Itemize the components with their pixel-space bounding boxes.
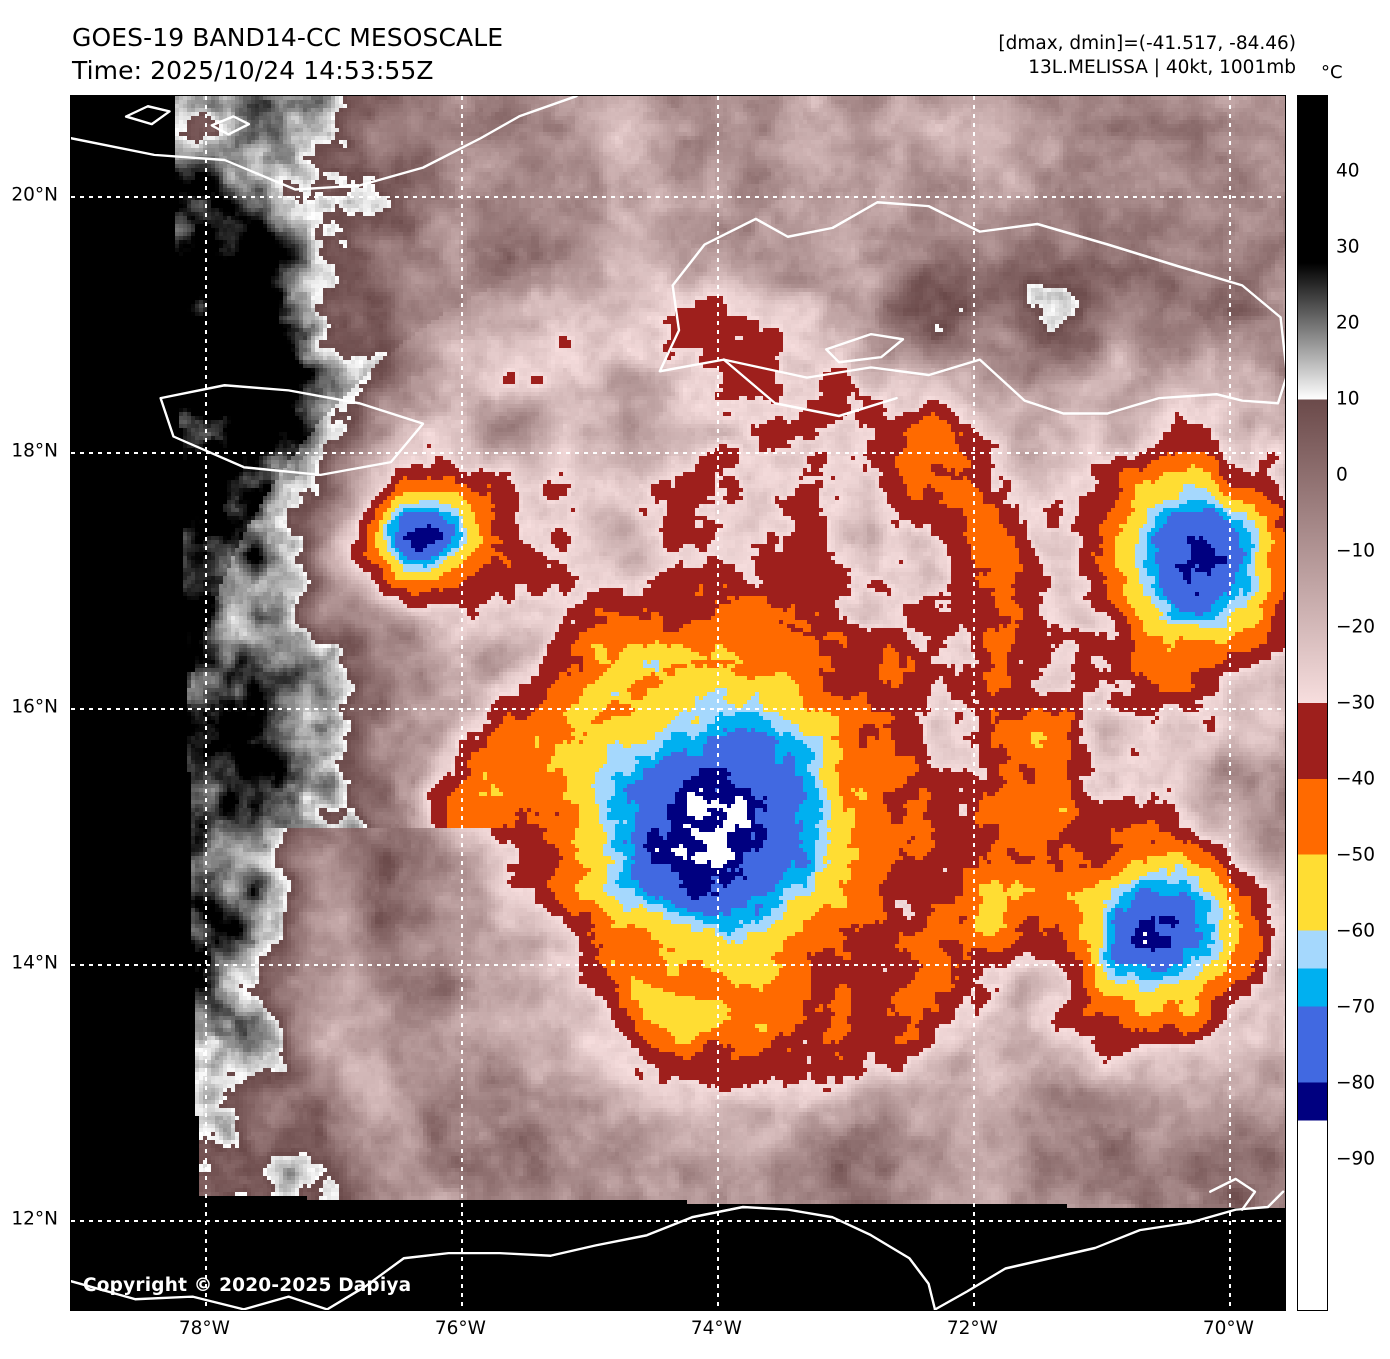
x-tick-label-0: 78°W	[178, 1318, 230, 1339]
timestamp-label: Time: 2025/10/24 14:53:55Z	[72, 55, 434, 85]
colorbar-tick-11: −70	[1336, 996, 1376, 1018]
temperature-colorbar[interactable]	[1297, 95, 1328, 1311]
y-tick-label-4: 12°N	[11, 1208, 58, 1230]
x-tick-label-1: 76°W	[434, 1318, 486, 1339]
y-tick-label-0: 20°N	[11, 184, 58, 206]
copyright-label: Copyright © 2020-2025 Dapiya	[83, 1275, 412, 1296]
colorbar-tick-3: 10	[1336, 388, 1360, 410]
page-title: GOES-19 BAND14-CC MESOSCALE	[72, 23, 504, 52]
colorbar-tick-0: 40	[1336, 160, 1360, 182]
colorbar-tick-8: −40	[1336, 768, 1376, 790]
header-metadata-block: [dmax, dmin]=(-41.517, -84.46) 13L.MELIS…	[998, 32, 1296, 81]
header-title-block: GOES-19 BAND14-CC MESOSCALE Time: 2025/1…	[72, 22, 503, 87]
x-tick-label-4: 70°W	[1202, 1318, 1254, 1339]
colorbar-tick-4: 0	[1336, 464, 1348, 486]
colorbar-gradient	[1298, 96, 1327, 1310]
coastline-overlay	[71, 96, 1285, 1310]
colorbar-tick-5: −10	[1336, 540, 1376, 562]
y-tick-label-2: 16°N	[11, 696, 58, 718]
colorbar-tick-6: −20	[1336, 616, 1376, 638]
colorbar-tick-9: −50	[1336, 844, 1376, 866]
satellite-image-plot[interactable]: Copyright © 2020-2025 Dapiya	[70, 95, 1286, 1311]
y-tick-label-3: 14°N	[11, 952, 58, 974]
colorbar-tick-13: −90	[1336, 1148, 1376, 1170]
x-tick-label-2: 74°W	[690, 1318, 742, 1339]
colorbar-tick-12: −80	[1336, 1072, 1376, 1094]
colorbar-unit-label: °C	[1321, 62, 1343, 83]
storm-info-label: 13L.MELISSA | 40kt, 1001mb	[1028, 57, 1296, 79]
data-minmax-label: [dmax, dmin]=(-41.517, -84.46)	[998, 33, 1296, 54]
satellite-imagery-layer	[71, 96, 1285, 1310]
colorbar-tick-2: 20	[1336, 312, 1360, 334]
colorbar-tick-1: 30	[1336, 236, 1360, 258]
x-tick-label-3: 72°W	[946, 1318, 998, 1339]
colorbar-tick-7: −30	[1336, 692, 1376, 714]
colorbar-tick-10: −60	[1336, 920, 1376, 942]
y-tick-label-1: 18°N	[11, 440, 58, 462]
